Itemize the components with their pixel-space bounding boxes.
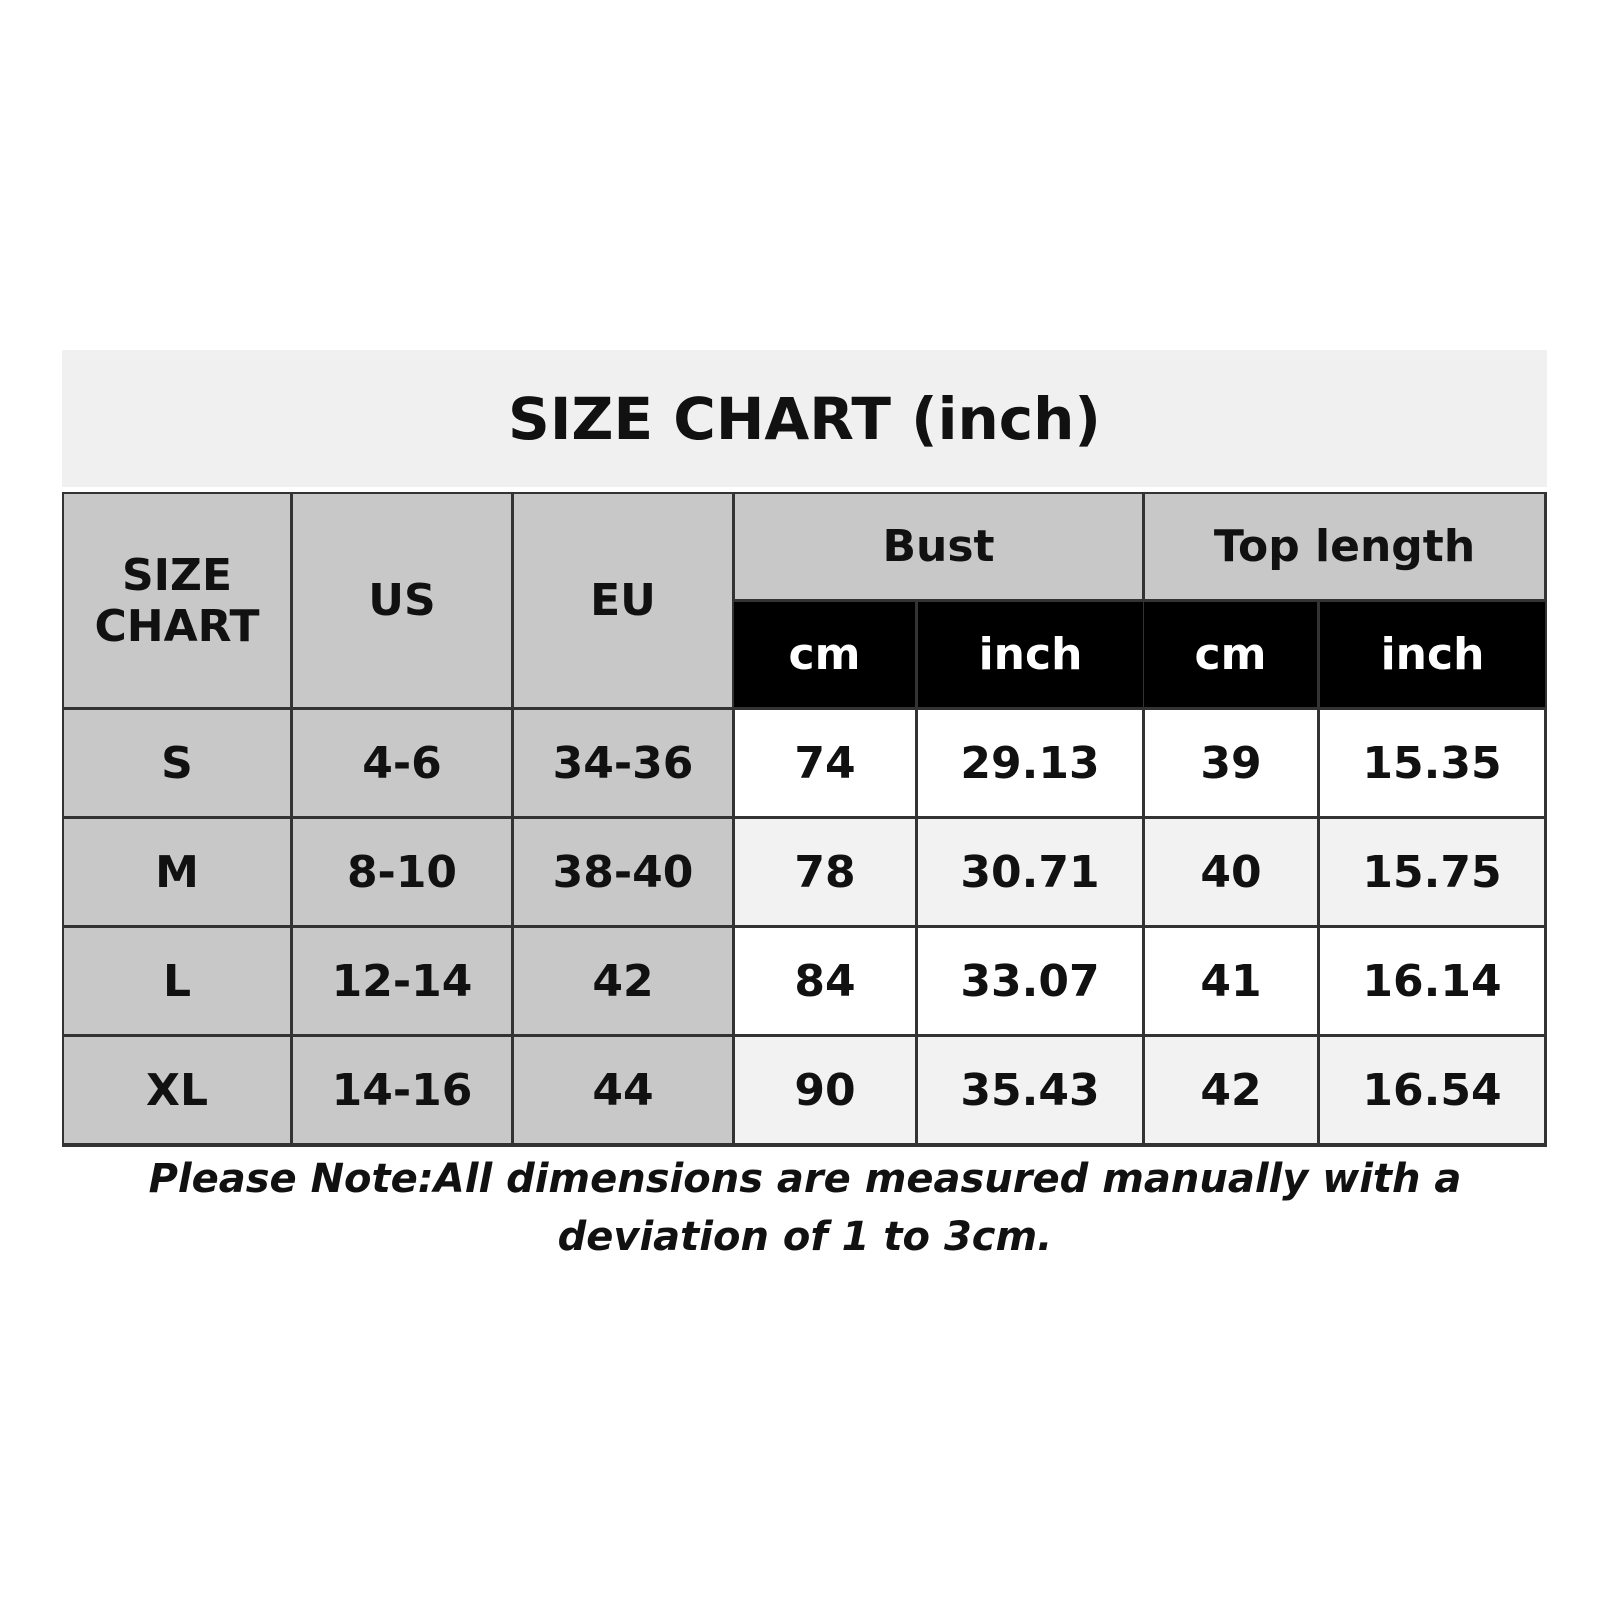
table-cell: 34-36 — [514, 710, 732, 816]
table-cell: 30.71 — [918, 819, 1142, 925]
table-cell: 15.75 — [1320, 819, 1544, 925]
table-cell: 14-16 — [293, 1037, 511, 1143]
table-cell: 42 — [514, 928, 732, 1034]
table-cell: 84 — [735, 928, 915, 1034]
unit-header: inch — [918, 602, 1143, 707]
table-cell: 12-14 — [293, 928, 511, 1034]
size-label: S — [64, 710, 290, 816]
group-header: Bust — [735, 494, 1142, 599]
table-cell: 38-40 — [514, 819, 732, 925]
table-cell: 16.14 — [1320, 928, 1544, 1034]
table-cell: 16.54 — [1320, 1037, 1544, 1143]
table-cell: 4-6 — [293, 710, 511, 816]
table-cell: 33.07 — [918, 928, 1142, 1034]
table-cell: 41 — [1145, 928, 1317, 1034]
table-cell: 42 — [1145, 1037, 1317, 1143]
unit-header: cm — [734, 602, 915, 707]
unit-header: inch — [1320, 602, 1545, 707]
table-cell: 35.43 — [918, 1037, 1142, 1143]
title: SIZE CHART (inch) — [62, 350, 1547, 487]
column-header: EU — [514, 494, 732, 707]
size-label: M — [64, 819, 290, 925]
size-label: XL — [64, 1037, 290, 1143]
unit-header: cm — [1144, 602, 1317, 707]
table-cell: 78 — [735, 819, 915, 925]
table-cell: 29.13 — [918, 710, 1142, 816]
corner-header: SIZE CHART — [64, 494, 290, 707]
table-cell: 15.35 — [1320, 710, 1544, 816]
table-cell: 40 — [1145, 819, 1317, 925]
table-cell: 39 — [1145, 710, 1317, 816]
table-cell: 90 — [735, 1037, 915, 1143]
table-cell: 74 — [735, 710, 915, 816]
column-header: US — [293, 494, 511, 707]
note: Please Note:All dimensions are measured … — [148, 1156, 1462, 1260]
size-label: L — [64, 928, 290, 1034]
table-cell: 8-10 — [293, 819, 511, 925]
group-header: Top length — [1145, 494, 1544, 599]
table-cell: 44 — [514, 1037, 732, 1143]
